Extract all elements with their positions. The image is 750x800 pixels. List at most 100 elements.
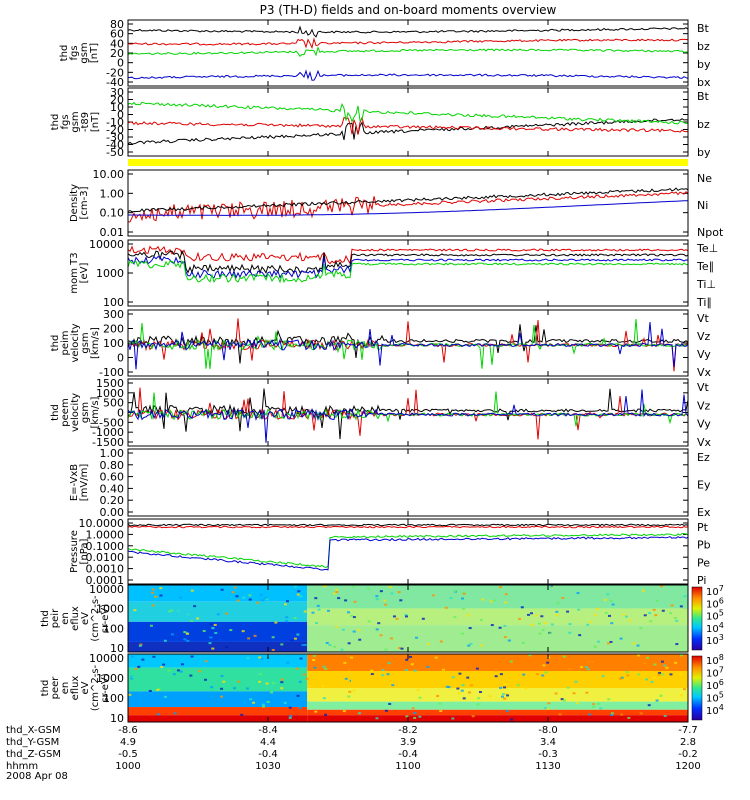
heatmap-cell	[562, 699, 566, 702]
series-line-bx	[128, 69, 688, 81]
y-tick-label: 10000	[89, 583, 124, 596]
heatmap-cell	[520, 606, 524, 609]
heatmap-cell	[577, 608, 581, 611]
heatmap-cell	[470, 684, 474, 687]
y-axis-label: [km/s]	[90, 396, 101, 428]
heatmap-cell	[411, 707, 415, 710]
legend-label-Ne: Ne	[697, 172, 712, 185]
heatmap-cell	[458, 672, 462, 675]
series-line-Vy	[128, 319, 688, 370]
heatmap-cell	[151, 604, 155, 607]
heatmap-cell	[650, 680, 654, 683]
y-tick-label: -20	[106, 124, 124, 137]
heatmap-cell	[283, 701, 287, 704]
heatmap-cell	[344, 599, 348, 602]
heatmap-cell	[654, 614, 658, 617]
heatmap-cell	[314, 597, 318, 600]
heatmap-cell	[524, 687, 528, 690]
heatmap-cell	[500, 695, 504, 698]
panel-p7: 1.000.800.600.400.200.00 E=-VxB [mV/m] Ez Ey…	[69, 447, 711, 519]
y-axis-label: peir	[50, 608, 61, 628]
y-axis-label: velocity	[70, 323, 81, 362]
colorbar-label: 108	[706, 653, 724, 667]
heatmap-cell	[542, 664, 546, 667]
heatmap-cell	[293, 585, 297, 588]
heatmap-cell	[451, 676, 455, 679]
colorbar-label: 104	[706, 621, 724, 635]
y-axis-label: [mV/m]	[79, 464, 90, 502]
heatmap-cell	[468, 691, 472, 694]
heatmap-cell	[592, 703, 596, 706]
heatmap-cell	[675, 619, 679, 622]
heatmap-cell	[342, 710, 346, 713]
heatmap-cell	[296, 593, 300, 596]
heatmap-cell	[370, 669, 374, 672]
legend-label-Ti⊥: Ti⊥	[696, 278, 716, 291]
heatmap-cell	[322, 697, 326, 700]
heatmap-cell	[580, 666, 584, 669]
heatmap-cell	[313, 666, 317, 669]
heatmap-cell	[625, 670, 629, 673]
y-axis-label: en	[60, 612, 71, 625]
plot-area	[128, 25, 688, 81]
heatmap-cell	[335, 625, 339, 628]
heatmap-cell	[501, 693, 505, 696]
y-tick-label: 0	[117, 407, 124, 420]
heatmap-cell	[568, 667, 572, 670]
heatmap-cell	[286, 661, 290, 664]
y-axis-label: gsm	[80, 402, 91, 423]
panel-frame	[127, 87, 689, 157]
heatmap-cell	[377, 622, 381, 625]
x-axis-value: -0.5	[118, 749, 138, 760]
x-axis-row-label: thd_Y-GSM	[6, 737, 59, 748]
heatmap-cell	[561, 596, 565, 599]
heatmap-cell	[225, 646, 229, 649]
heatmap-cell	[522, 673, 526, 676]
heatmap-cell	[149, 624, 153, 627]
heatmap-cell	[426, 665, 430, 668]
x-axis-row-label: hhmm	[6, 761, 38, 772]
data-gap-bar	[128, 159, 688, 166]
series-line-Npot	[128, 200, 688, 216]
heatmap-cell	[210, 686, 214, 689]
heatmap-cell	[131, 676, 135, 679]
heatmap-cell	[586, 668, 590, 671]
heatmap-cell	[416, 688, 420, 691]
heatmap-cell	[346, 679, 350, 682]
heatmap-cell	[606, 593, 610, 596]
y-tick-label: 1.00	[100, 187, 125, 200]
heatmap-cell	[620, 676, 624, 679]
heatmap-cell	[296, 694, 300, 697]
heatmap-cell	[190, 620, 194, 623]
series-line-bz	[128, 37, 688, 50]
y-tick-label: 1000	[96, 672, 124, 685]
y-axis-label: peer	[50, 676, 61, 700]
legend-label-Pt: Pt	[697, 521, 709, 534]
heatmap-cell	[543, 622, 547, 625]
heatmap-cell	[574, 680, 578, 683]
heatmap-cell	[295, 667, 299, 670]
heatmap-cell	[337, 597, 341, 600]
x-axis-value: 3.4	[540, 737, 556, 748]
y-tick-label: 0.40	[100, 482, 125, 495]
heatmap-cell	[469, 642, 473, 645]
heatmap-cell	[646, 656, 650, 659]
y-axis-label: thd	[59, 45, 70, 62]
heatmap-cell	[351, 585, 355, 588]
y-tick-label: 1.0000	[86, 528, 125, 541]
heatmap-cell	[293, 617, 297, 620]
heatmap-cell	[350, 614, 354, 617]
heatmap-cell	[499, 673, 503, 676]
heatmap-cell	[384, 648, 388, 651]
heatmap-cell	[387, 662, 391, 665]
heatmap-cell	[237, 680, 241, 683]
heatmap-cell	[575, 702, 579, 705]
heatmap-cell	[317, 608, 321, 611]
heatmap-band	[307, 701, 688, 710]
heatmap-cell	[585, 691, 589, 694]
x-axis-value: -7.7	[678, 725, 698, 736]
heatmap-cell	[220, 695, 224, 698]
heatmap-cell	[555, 610, 559, 613]
